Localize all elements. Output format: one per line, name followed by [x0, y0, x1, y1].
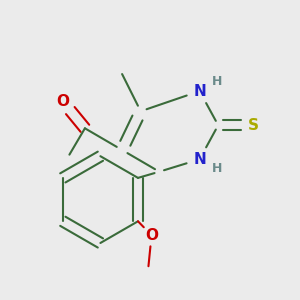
Text: H: H — [212, 75, 222, 88]
Text: O: O — [57, 94, 70, 110]
Text: S: S — [248, 118, 259, 133]
Text: N: N — [193, 84, 206, 99]
Text: O: O — [145, 228, 158, 243]
Text: H: H — [212, 162, 222, 175]
Text: N: N — [193, 152, 206, 167]
